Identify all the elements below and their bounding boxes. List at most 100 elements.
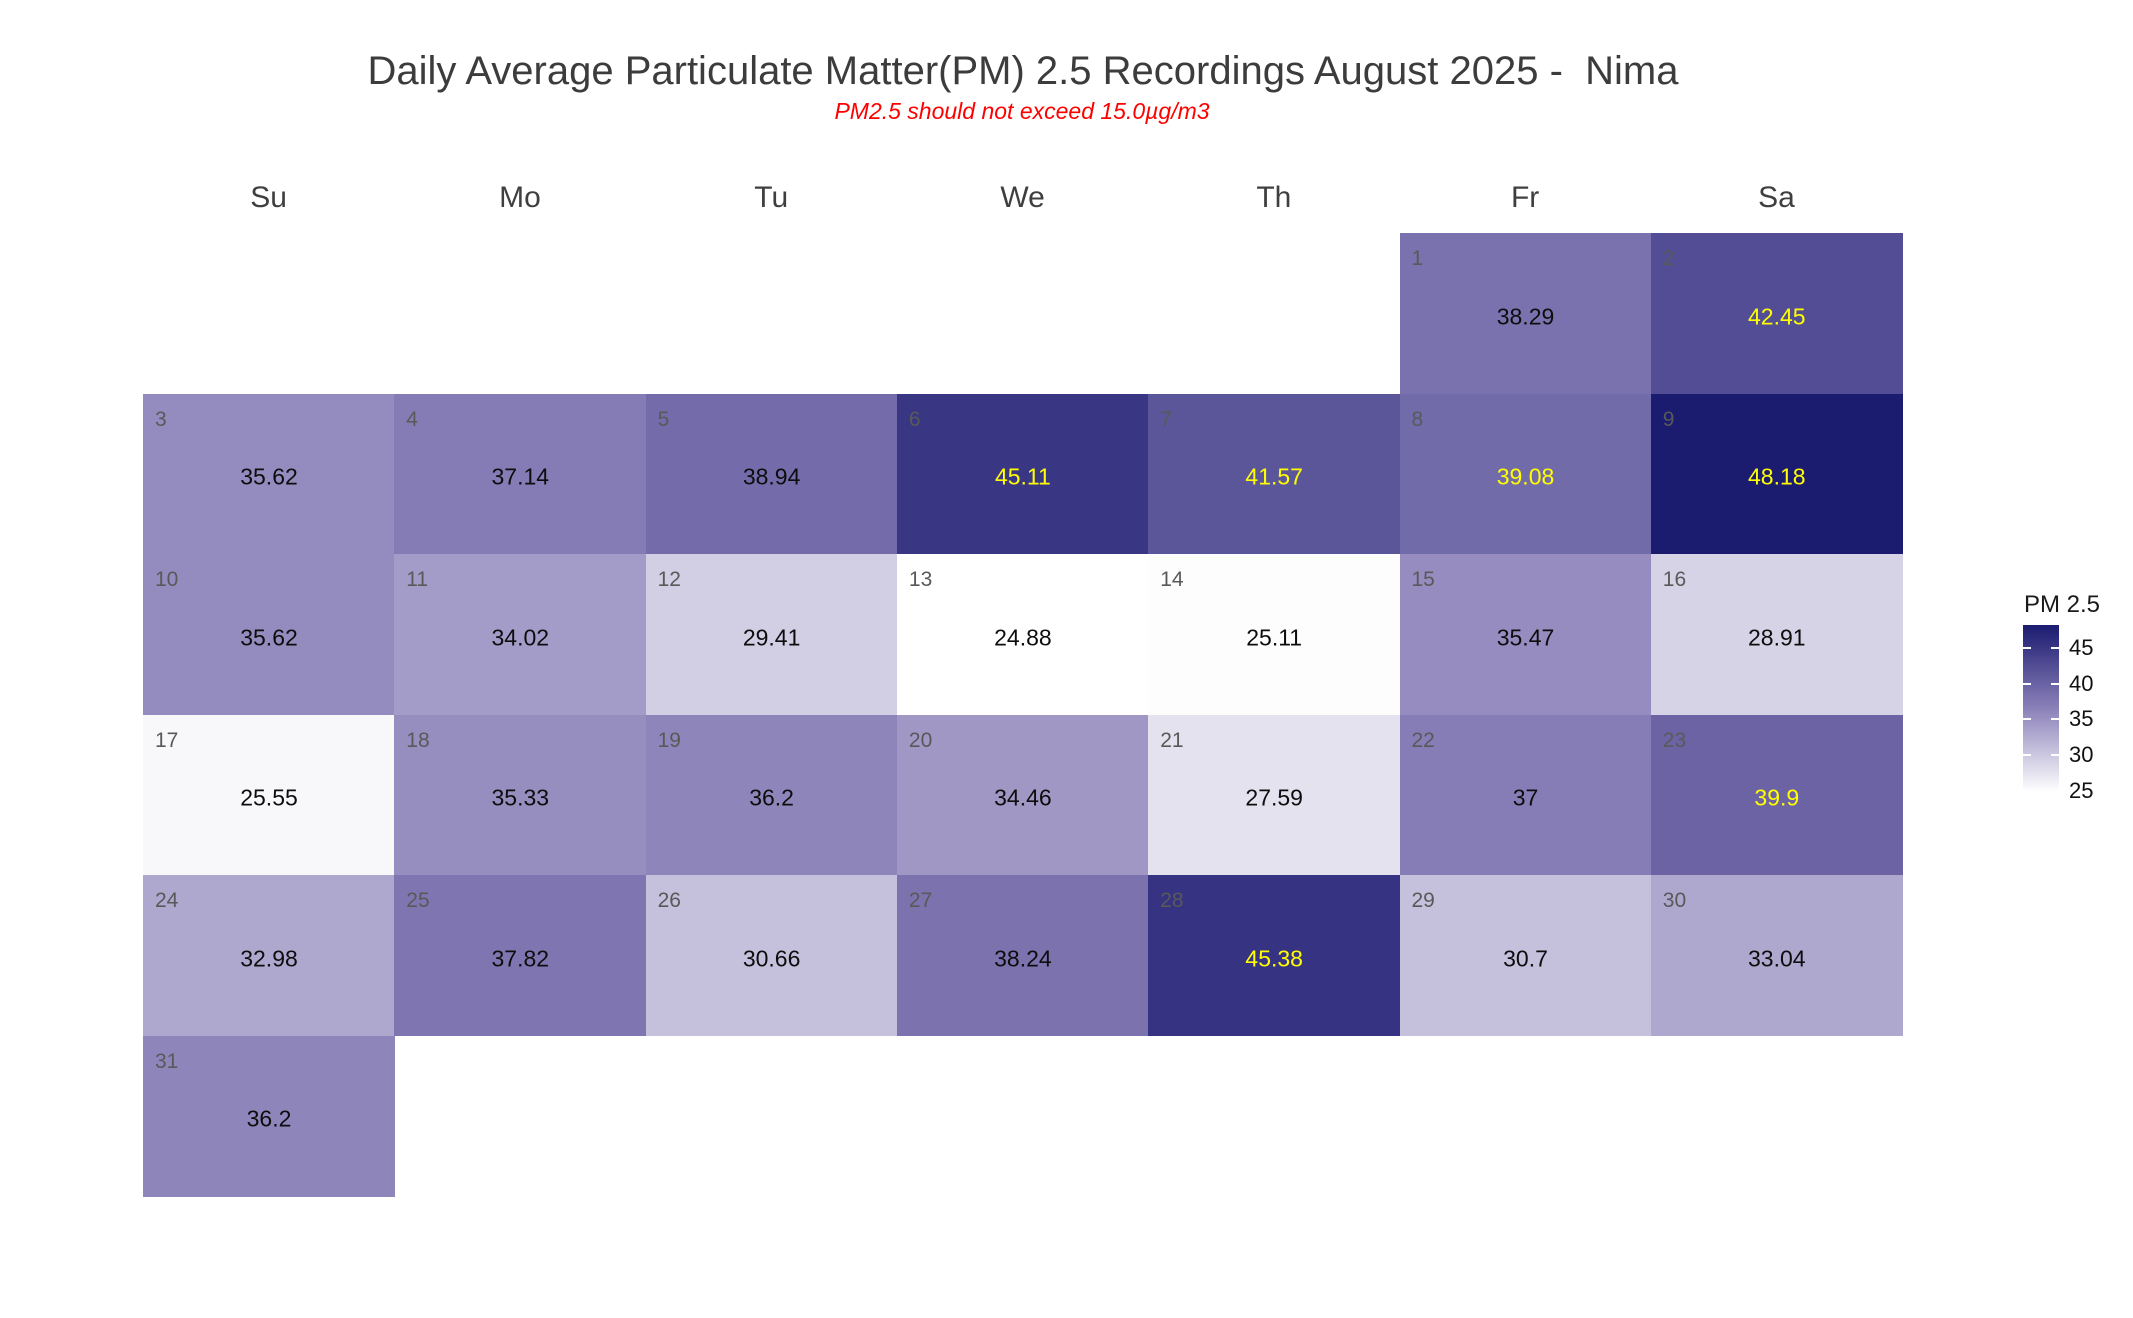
calendar-day-cell: 7 41.57 xyxy=(1148,393,1401,555)
day-value: 42.45 xyxy=(1748,303,1806,330)
day-value: 41.57 xyxy=(1245,463,1303,490)
legend-tick-mark xyxy=(2023,718,2031,721)
day-number: 25 xyxy=(406,889,430,912)
calendar-day-cell: 1 38.29 xyxy=(1399,233,1652,394)
day-value: 27.59 xyxy=(1245,784,1303,811)
day-number: 8 xyxy=(1411,407,1424,431)
legend-tick-label: 45 xyxy=(2069,634,2094,660)
legend-colorbar xyxy=(2023,625,2059,792)
legend-tick-label: 40 xyxy=(2069,670,2094,696)
calendar-day-cell: 26 30.66 xyxy=(645,875,898,1036)
calendar-day-cell: 25 37.82 xyxy=(394,875,647,1036)
day-number: 21 xyxy=(1160,728,1184,752)
legend-tick-mark xyxy=(2051,646,2059,649)
legend-tick-label: 30 xyxy=(2069,742,2094,768)
calendar-day-cell: 4 37.14 xyxy=(394,393,647,555)
day-number: 12 xyxy=(657,568,681,591)
calendar-day-cell: 8 39.08 xyxy=(1399,393,1652,555)
calendar-day-cell: 23 39.9 xyxy=(1650,714,1903,876)
day-value: 29.41 xyxy=(742,624,801,651)
day-number: 18 xyxy=(406,728,430,752)
legend-tick-mark xyxy=(2051,754,2059,757)
day-value: 38.24 xyxy=(994,945,1052,972)
day-number: 3 xyxy=(155,407,167,431)
calendar-day-cell: 28 45.38 xyxy=(1148,875,1401,1036)
day-number: 20 xyxy=(908,728,933,752)
legend-tick-label: 35 xyxy=(2069,706,2094,732)
legend-tick-mark xyxy=(2023,646,2031,649)
day-value: 35.33 xyxy=(491,784,550,811)
calendar-day-cell: 16 28.91 xyxy=(1650,554,1903,715)
day-number: 6 xyxy=(908,407,921,431)
day-number: 7 xyxy=(1160,407,1172,431)
day-value: 39.08 xyxy=(1496,463,1555,490)
day-number: 2 xyxy=(1662,247,1675,270)
day-number: 17 xyxy=(155,728,179,752)
day-value: 37.14 xyxy=(491,463,550,490)
weekday-header: Fr xyxy=(1510,181,1540,214)
calendar-day-cell: 2 42.45 xyxy=(1650,233,1903,394)
chart-title: Daily Average Particulate Matter(PM) 2.5… xyxy=(367,49,1679,93)
day-number: 10 xyxy=(155,568,179,591)
calendar-day-cell: 14 25.11 xyxy=(1148,554,1401,715)
legend-tick-mark xyxy=(2023,682,2031,685)
day-value: 35.62 xyxy=(240,463,298,490)
legend-tick-mark xyxy=(2023,790,2031,793)
day-value: 34.02 xyxy=(491,624,550,651)
chart-subtitle: PM2.5 should not exceed 15.0µg/m3 xyxy=(834,98,1210,124)
day-value: 36.2 xyxy=(246,1105,292,1132)
day-number: 30 xyxy=(1662,889,1687,912)
calendar-day-cell: 20 34.46 xyxy=(896,714,1149,876)
day-value: 28.91 xyxy=(1748,624,1806,651)
calendar-day-cell: 17 25.55 xyxy=(143,714,395,876)
day-value: 24.88 xyxy=(994,624,1052,651)
calendar-day-cell: 22 37 xyxy=(1399,714,1652,876)
day-number: 11 xyxy=(406,568,429,591)
weekday-header: Su xyxy=(250,181,287,214)
day-number: 28 xyxy=(1160,889,1184,912)
day-value: 32.98 xyxy=(240,945,298,972)
weekday-header: Tu xyxy=(754,181,789,214)
day-number: 1 xyxy=(1411,247,1424,270)
legend-tick-label: 25 xyxy=(2069,778,2094,804)
day-value: 36.2 xyxy=(749,784,794,811)
day-number: 5 xyxy=(657,407,670,431)
day-value: 45.11 xyxy=(994,463,1051,490)
day-number: 13 xyxy=(908,568,933,591)
day-value: 35.47 xyxy=(1496,624,1555,651)
calendar-day-cell: 5 38.94 xyxy=(645,393,898,555)
legend-title: PM 2.5 xyxy=(2024,591,2101,618)
calendar-day-cell: 24 32.98 xyxy=(143,875,395,1036)
calendar-day-cell: 19 36.2 xyxy=(645,714,898,876)
day-value: 45.38 xyxy=(1245,945,1303,972)
day-number: 27 xyxy=(908,889,933,912)
day-value: 30.7 xyxy=(1503,945,1548,972)
calendar-day-cell: 18 35.33 xyxy=(394,714,647,876)
calendar-day-cell: 3 35.62 xyxy=(143,393,395,555)
day-value: 37.82 xyxy=(491,945,550,972)
day-number: 24 xyxy=(155,889,179,912)
legend-tick-mark xyxy=(2023,754,2031,757)
day-number: 15 xyxy=(1411,568,1435,591)
day-value: 37 xyxy=(1512,784,1539,811)
calendar-day-cell: 30 33.04 xyxy=(1650,875,1903,1036)
legend-tick-mark xyxy=(2051,682,2059,685)
weekday-header: Th xyxy=(1256,181,1292,214)
weekday-header: We xyxy=(1000,181,1045,214)
day-number: 4 xyxy=(406,407,418,431)
weekday-header: Sa xyxy=(1758,181,1795,214)
calendar-day-cell: 27 38.24 xyxy=(896,875,1149,1036)
day-value: 35.62 xyxy=(240,624,298,651)
day-number: 23 xyxy=(1662,728,1687,752)
day-value: 25.11 xyxy=(1246,624,1303,651)
calendar-day-cell: 21 27.59 xyxy=(1148,714,1401,876)
day-value: 33.04 xyxy=(1748,945,1806,972)
day-number: 29 xyxy=(1411,889,1435,912)
day-value: 34.46 xyxy=(994,784,1052,811)
day-number: 9 xyxy=(1662,407,1675,431)
day-number: 26 xyxy=(657,889,681,912)
day-value: 25.55 xyxy=(240,784,298,811)
day-value: 39.9 xyxy=(1754,784,1800,811)
weekday-header: Mo xyxy=(499,181,541,214)
